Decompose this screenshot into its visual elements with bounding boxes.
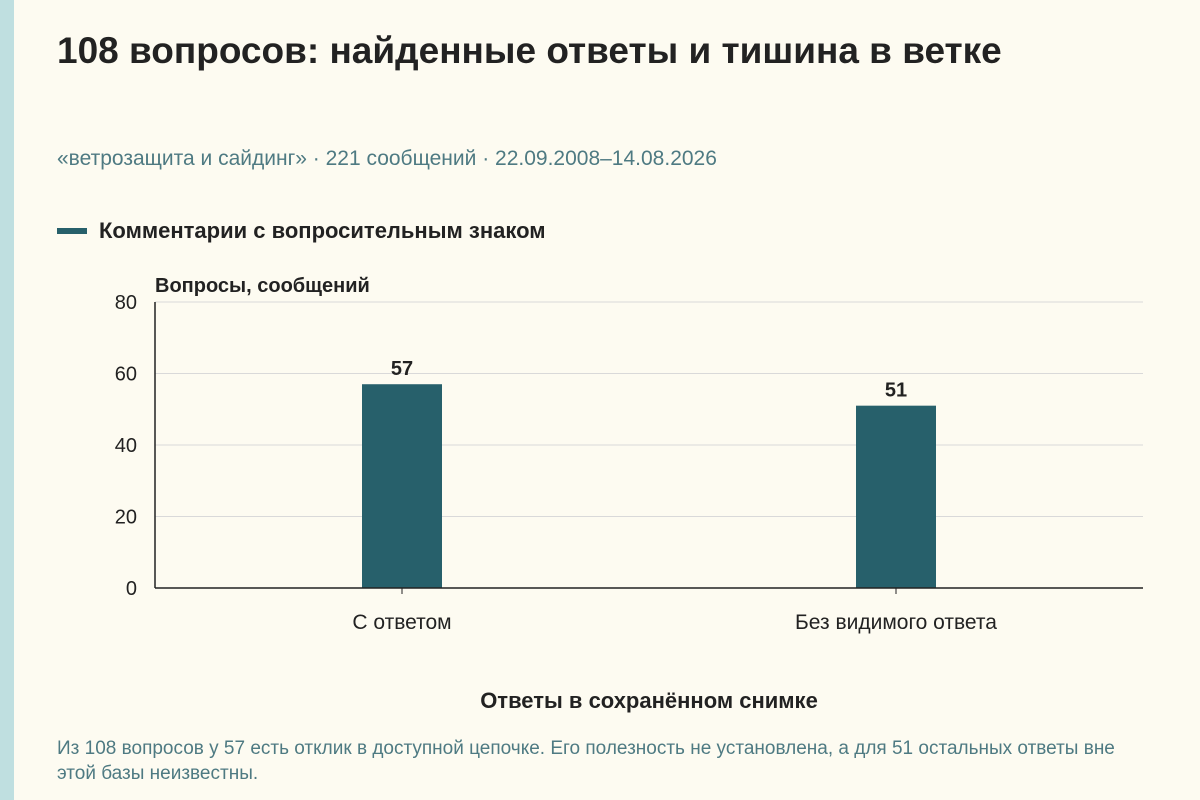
y-tick-label: 20: [115, 507, 137, 529]
x-axis-label: Ответы в сохранённом снимке: [480, 688, 818, 713]
data-label: 57: [391, 358, 413, 380]
bar: [362, 384, 442, 588]
chart-subtitle: «ветрозащита и сайдинг» · 221 сообщений …: [57, 147, 717, 170]
y-tick-label: 40: [115, 435, 137, 457]
left-accent-strip: [0, 0, 14, 800]
y-tick-label: 80: [115, 292, 137, 314]
footnote: Из 108 вопросов у 57 есть отклик в досту…: [57, 738, 1115, 784]
data-label: 51: [885, 380, 907, 402]
legend-swatch: [57, 228, 87, 234]
y-tick-label: 60: [115, 364, 137, 386]
chart-title: 108 вопросов: найденные ответы и тишина …: [57, 30, 1002, 71]
y-tick-label: 0: [126, 578, 137, 600]
y-axis-label: Вопросы, сообщений: [155, 275, 370, 297]
x-tick-label: Без видимого ответа: [795, 611, 997, 634]
x-tick-label: С ответом: [352, 611, 451, 634]
legend: Комментарии с вопросительным знаком: [57, 218, 546, 244]
bar: [856, 405, 936, 588]
legend-label: Комментарии с вопросительным знаком: [99, 218, 546, 243]
